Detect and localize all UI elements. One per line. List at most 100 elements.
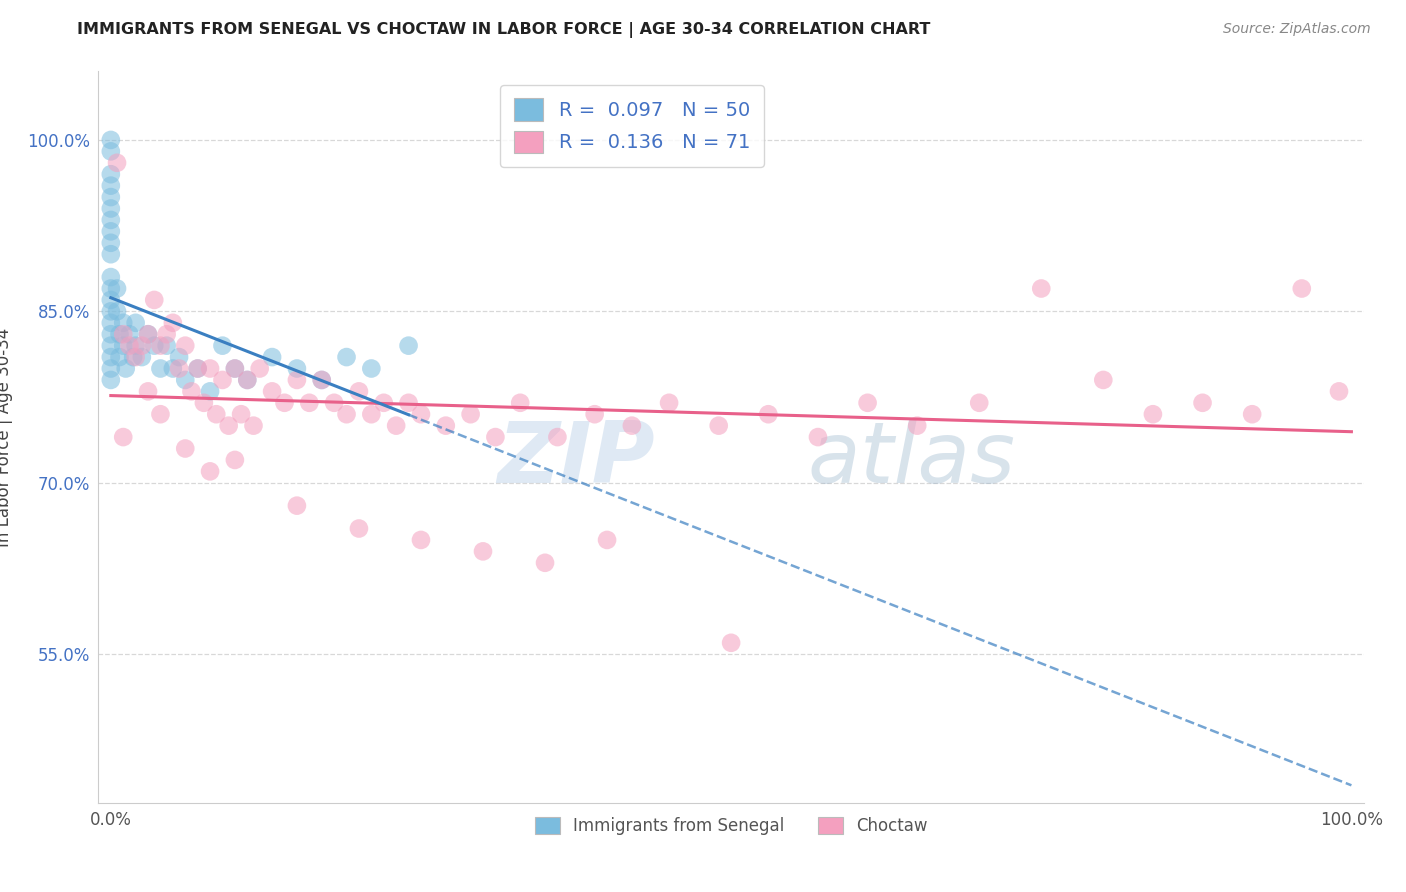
Point xyxy=(807,430,830,444)
Point xyxy=(1142,407,1164,421)
Point xyxy=(118,339,141,353)
Point xyxy=(236,373,259,387)
Point xyxy=(100,224,122,238)
Point xyxy=(149,361,172,376)
Point xyxy=(100,373,122,387)
Point xyxy=(285,373,308,387)
Point xyxy=(174,339,197,353)
Point xyxy=(156,327,179,342)
Point xyxy=(108,350,131,364)
Point xyxy=(122,350,145,364)
Point xyxy=(136,327,159,342)
Point xyxy=(112,339,135,353)
Point xyxy=(596,533,619,547)
Text: atlas: atlas xyxy=(807,417,1015,500)
Point xyxy=(398,396,420,410)
Point xyxy=(335,350,357,364)
Point xyxy=(114,361,136,376)
Point xyxy=(100,339,122,353)
Point xyxy=(100,202,122,216)
Point xyxy=(100,293,122,307)
Point xyxy=(136,384,159,399)
Point xyxy=(100,270,122,285)
Point xyxy=(149,339,172,353)
Point xyxy=(311,373,333,387)
Point xyxy=(360,361,382,376)
Point xyxy=(198,464,221,478)
Point xyxy=(229,407,252,421)
Point xyxy=(311,373,333,387)
Legend: Immigrants from Senegal, Choctaw: Immigrants from Senegal, Choctaw xyxy=(529,811,934,842)
Point xyxy=(323,396,346,410)
Point xyxy=(534,556,557,570)
Point xyxy=(347,521,370,535)
Y-axis label: In Labor Force | Age 30-34: In Labor Force | Age 30-34 xyxy=(0,327,13,547)
Point xyxy=(100,235,122,250)
Point xyxy=(167,361,190,376)
Point xyxy=(167,350,190,364)
Point xyxy=(198,361,221,376)
Point xyxy=(856,396,879,410)
Point xyxy=(131,339,153,353)
Point xyxy=(100,327,122,342)
Point xyxy=(472,544,495,558)
Point xyxy=(174,373,197,387)
Point xyxy=(100,178,122,193)
Point xyxy=(211,373,233,387)
Point xyxy=(100,247,122,261)
Point xyxy=(100,213,122,227)
Point xyxy=(707,418,730,433)
Point xyxy=(193,396,215,410)
Point xyxy=(546,430,568,444)
Point xyxy=(262,384,284,399)
Point xyxy=(409,407,432,421)
Text: ZIP: ZIP xyxy=(498,417,655,500)
Point xyxy=(398,339,420,353)
Text: IMMIGRANTS FROM SENEGAL VS CHOCTAW IN LABOR FORCE | AGE 30-34 CORRELATION CHART: IMMIGRANTS FROM SENEGAL VS CHOCTAW IN LA… xyxy=(77,22,931,38)
Point xyxy=(373,396,395,410)
Point xyxy=(967,396,990,410)
Point xyxy=(720,636,742,650)
Point xyxy=(143,293,166,307)
Point xyxy=(211,339,233,353)
Point xyxy=(162,316,184,330)
Point xyxy=(100,361,122,376)
Point xyxy=(105,304,128,318)
Point xyxy=(149,407,172,421)
Point xyxy=(174,442,197,456)
Point xyxy=(198,384,221,399)
Point xyxy=(100,281,122,295)
Point xyxy=(100,133,122,147)
Point xyxy=(905,418,928,433)
Point xyxy=(484,430,506,444)
Point xyxy=(385,418,408,433)
Point xyxy=(180,384,202,399)
Point xyxy=(236,373,259,387)
Point xyxy=(105,281,128,295)
Point xyxy=(112,327,135,342)
Point xyxy=(124,350,146,364)
Point xyxy=(1191,396,1213,410)
Point xyxy=(162,361,184,376)
Point xyxy=(156,339,179,353)
Point xyxy=(335,407,357,421)
Point xyxy=(298,396,321,410)
Point xyxy=(1291,281,1313,295)
Point xyxy=(434,418,457,433)
Point xyxy=(658,396,681,410)
Point xyxy=(108,327,131,342)
Point xyxy=(285,361,308,376)
Point xyxy=(124,316,146,330)
Point xyxy=(205,407,228,421)
Point xyxy=(249,361,271,376)
Point xyxy=(756,407,779,421)
Point xyxy=(224,361,246,376)
Point xyxy=(1327,384,1350,399)
Point xyxy=(1031,281,1053,295)
Point xyxy=(224,361,246,376)
Point xyxy=(124,339,146,353)
Point xyxy=(1092,373,1115,387)
Point xyxy=(460,407,482,421)
Point xyxy=(218,418,240,433)
Point xyxy=(583,407,606,421)
